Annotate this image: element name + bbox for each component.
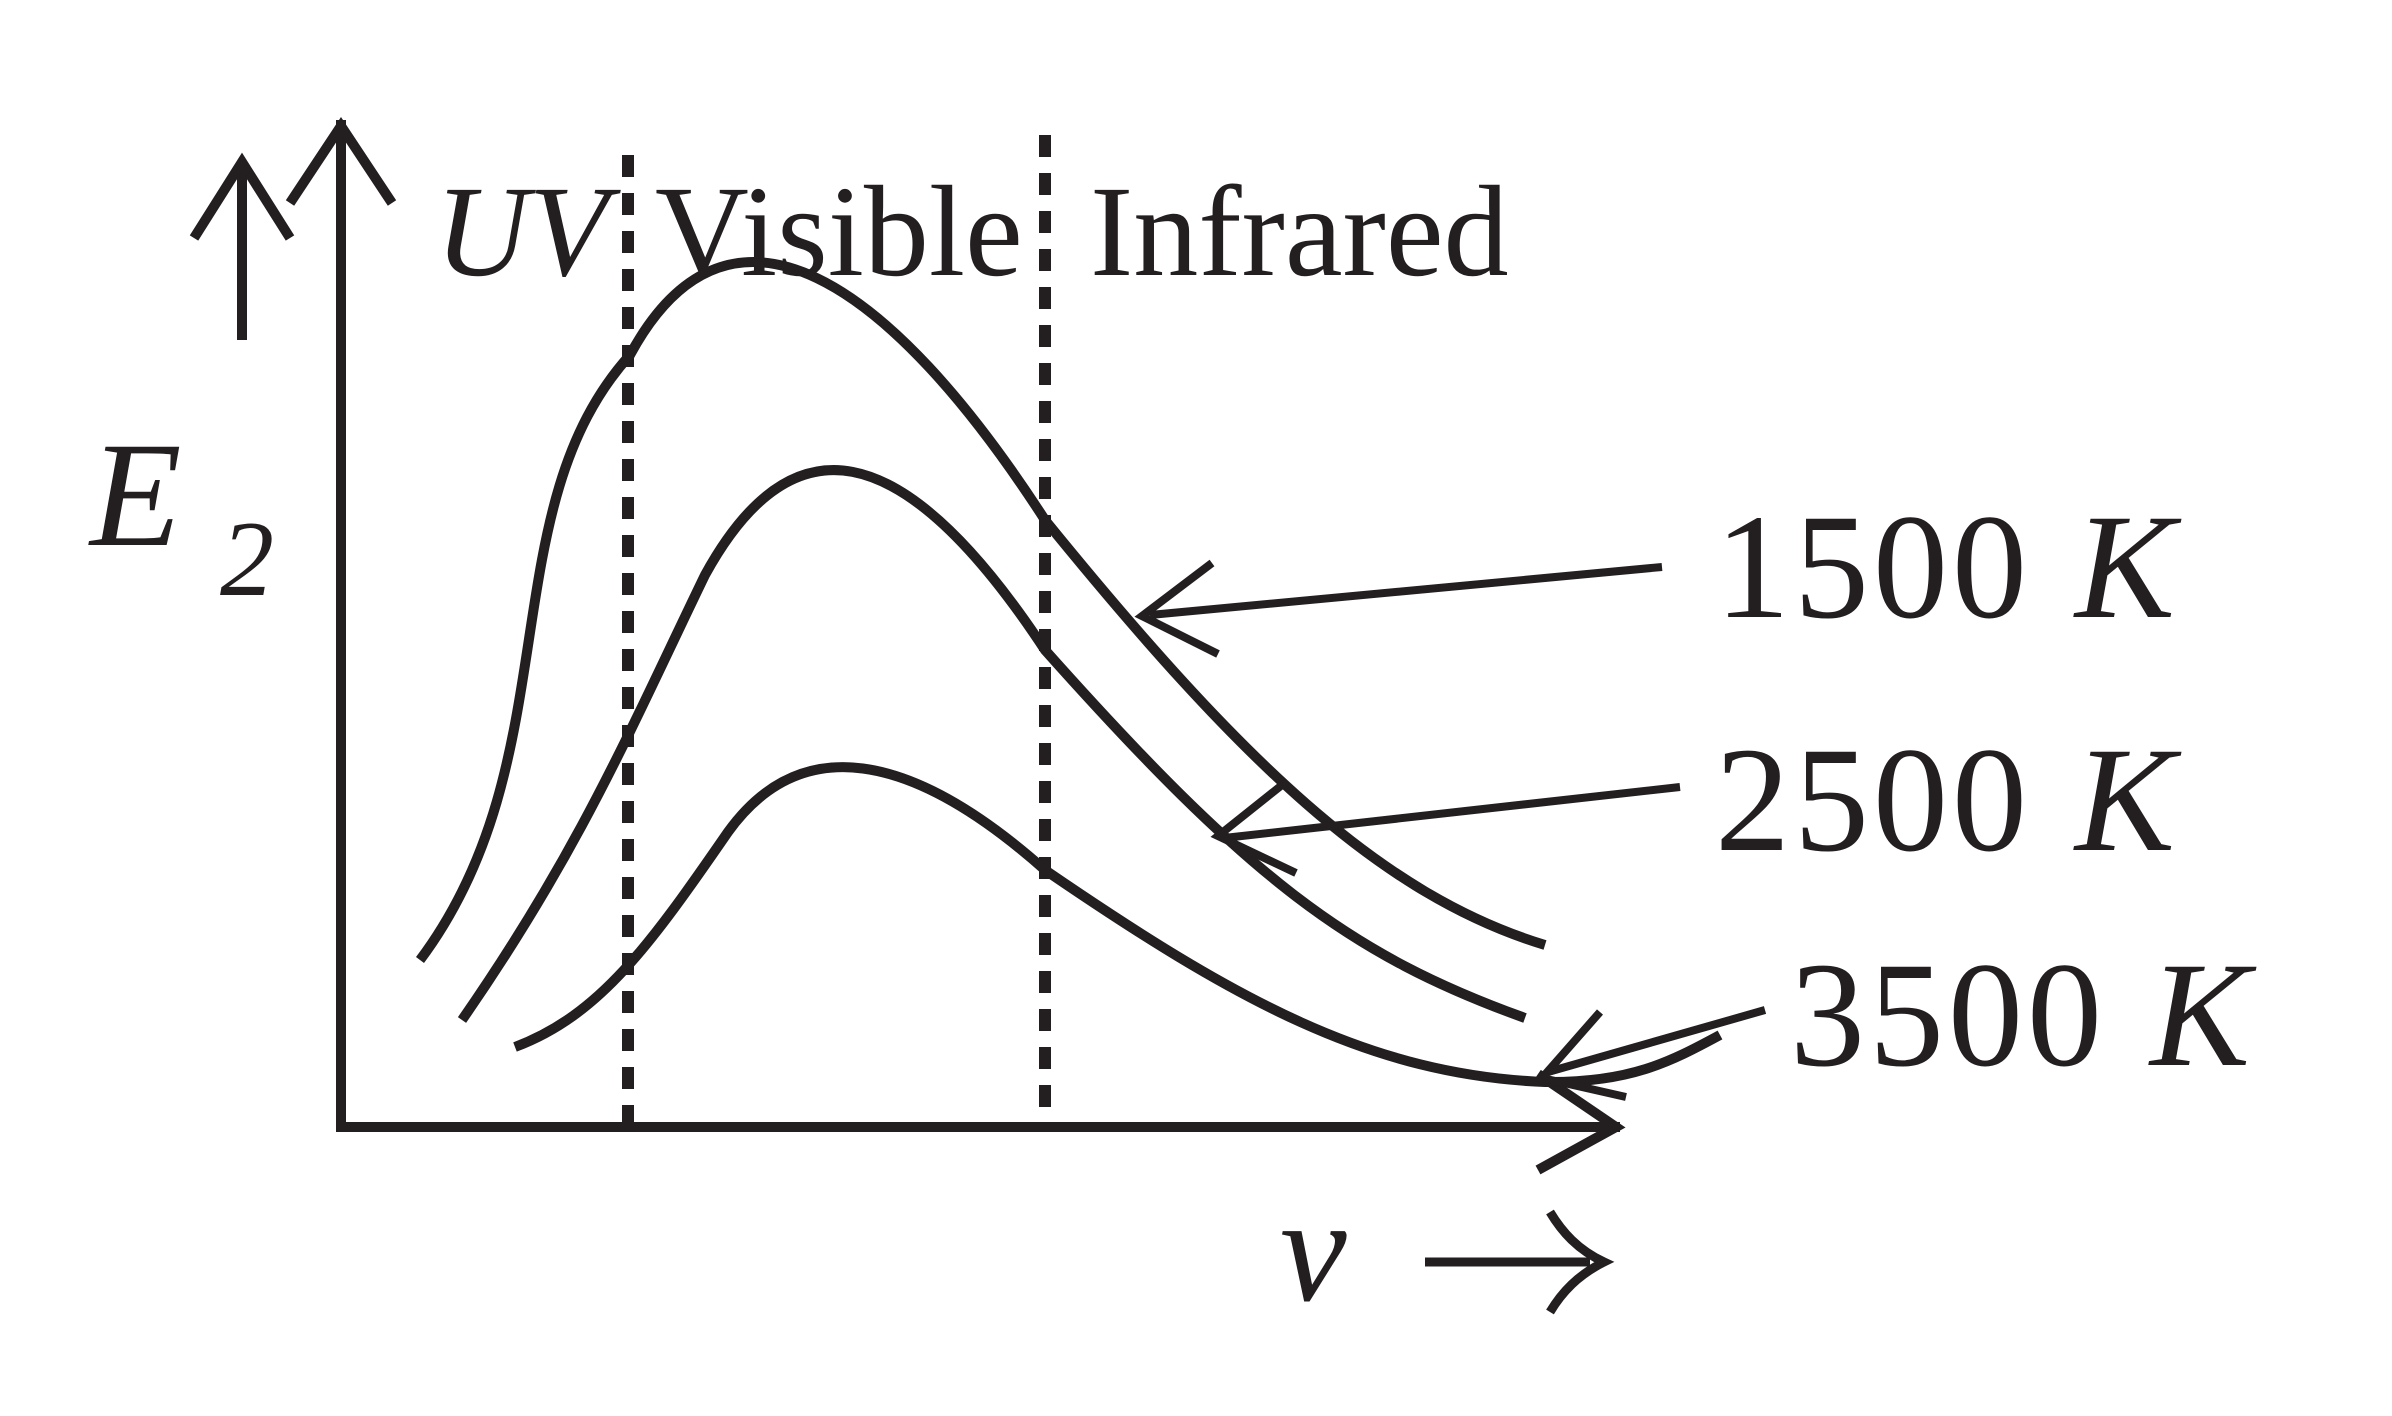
- pointer-line-2500k: [1223, 783, 1681, 842]
- region-label-infrared: Infrared: [1090, 160, 1509, 304]
- region-label-uv: UV: [435, 160, 621, 304]
- temperature-unit-3500: K: [2148, 932, 2257, 1098]
- y-axis-label-group: E 2: [88, 152, 295, 619]
- y-axis-arrowhead: [285, 116, 397, 206]
- pointer-arrowhead-1500k: [1134, 559, 1220, 658]
- curve-peak-high: [415, 257, 1547, 963]
- pointer-line-3500k: [1546, 1006, 1767, 1076]
- x-axis-label: v: [1280, 1167, 1347, 1333]
- x-label-right-arrow-head: [1546, 1209, 1615, 1315]
- x-axis-label-group: v: [1280, 1167, 1615, 1333]
- y-label-up-arrow-head: [189, 152, 295, 241]
- y-axis-label: E: [88, 412, 182, 578]
- temperature-value-1500: 1500: [1715, 484, 2031, 650]
- temperature-value-2500: 2500: [1715, 717, 2031, 883]
- region-labels: UV Visible Infrared: [435, 160, 1509, 304]
- temperature-unit-2500: K: [2073, 717, 2182, 883]
- temperature-label-1500k: 1500 K: [1715, 484, 2182, 650]
- temperature-label-2500k: 2500 K: [1715, 717, 2182, 883]
- temperature-labels: 1500 K 2500 K 3500 K: [1715, 484, 2257, 1098]
- pointer-line-1500k: [1149, 563, 1663, 619]
- curve-peak-middle: [457, 465, 1527, 1023]
- radiation-curves: [415, 257, 1723, 1088]
- pointer-arrowhead-3500k: [1534, 1009, 1627, 1101]
- curve-pointers: [1134, 559, 1767, 1101]
- pointer-arrowhead-2500k: [1210, 781, 1298, 877]
- temperature-value-3500: 3500: [1790, 932, 2106, 1098]
- temperature-unit-1500: K: [2073, 484, 2182, 650]
- y-axis-label-subscript: 2: [220, 500, 274, 619]
- region-label-visible: Visible: [655, 160, 1023, 304]
- temperature-label-3500k: 3500 K: [1790, 932, 2257, 1098]
- x-axis-arrowhead: [1535, 1069, 1626, 1175]
- axes: [285, 116, 1626, 1175]
- curve-peak-low: [513, 762, 1723, 1088]
